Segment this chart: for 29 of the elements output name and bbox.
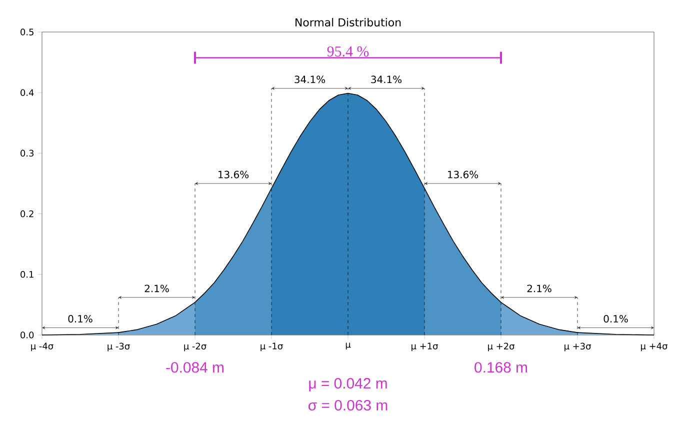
annotation: 2.1%	[527, 284, 552, 292]
text: μ = 0.042 m	[309, 378, 387, 392]
chart-title: Normal Distribution	[296, 18, 401, 26]
annotation: 2.1%	[144, 284, 169, 292]
y-tick-label: 0.1	[20, 271, 34, 278]
text: σ = 0.063 m	[308, 400, 388, 411]
x-tick-label: μ -2σ	[184, 342, 206, 352]
x-tick-label: μ +4σ	[641, 342, 668, 352]
y-tick-label: 0.4	[20, 89, 34, 96]
annotation: 13.6%	[218, 170, 249, 178]
annotation: 34.1%	[371, 76, 402, 84]
text: 0.168 m	[474, 362, 527, 373]
text: -0.084 m	[166, 362, 224, 373]
x-tick-label: μ -1σ	[260, 342, 283, 352]
x-tick-label: μ +2σ	[488, 342, 514, 352]
y-tick-label: 0.5	[20, 28, 34, 36]
x-tick-label: μ +1σ	[412, 342, 438, 352]
annotation: 13.6%	[448, 170, 478, 178]
x-tick-label: μ -4σ	[31, 342, 54, 352]
y-tick-label: 0.0	[20, 332, 34, 338]
y-tick-label: 0.2	[20, 210, 34, 218]
annotation: 95.4 %	[327, 46, 369, 57]
annotation: 0.1%	[604, 315, 628, 323]
annotation: 34.1%	[294, 76, 326, 84]
annotation: 0.1%	[68, 315, 92, 323]
x-tick-label: μ +3σ	[564, 342, 591, 352]
x-tick-label: μ	[346, 342, 351, 350]
y-tick-label: 0.3	[20, 150, 34, 157]
x-tick-label: μ -3σ	[108, 342, 130, 352]
